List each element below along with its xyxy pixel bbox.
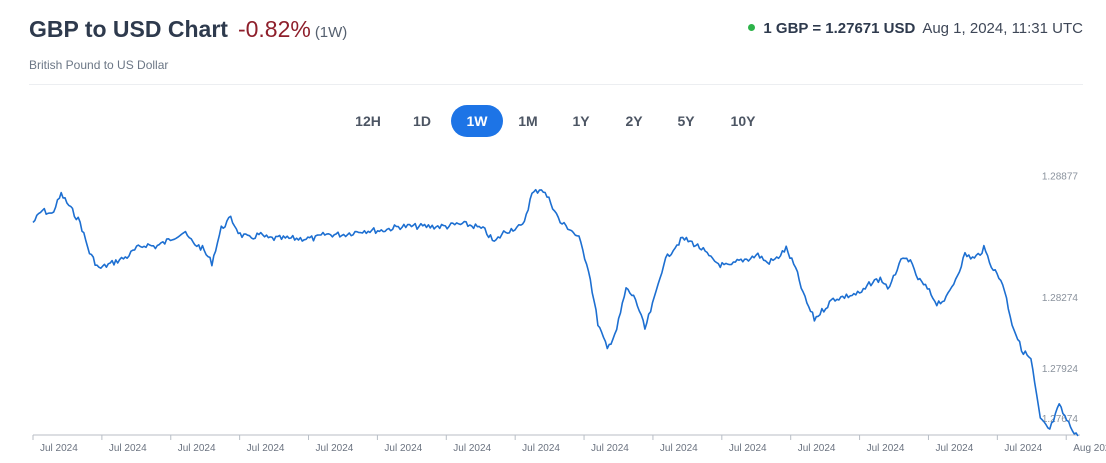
- y-tick-label: 1.28274: [1042, 293, 1079, 304]
- x-tick-label: Jul 2024: [40, 443, 78, 454]
- x-tick-label: Jul 2024: [1004, 443, 1042, 454]
- live-rate: 1 GBP = 1.27671 USD Aug 1, 2024, 11:31 UT…: [748, 20, 1083, 37]
- x-tick-label: Jul 2024: [867, 443, 905, 454]
- tab-5y[interactable]: 5Y: [677, 113, 695, 129]
- tab-2y[interactable]: 2Y: [625, 113, 643, 129]
- rate-value: 1 GBP = 1.27671 USD: [763, 20, 916, 37]
- header-divider: [29, 84, 1083, 85]
- x-tick-label: Jul 2024: [384, 443, 422, 454]
- tab-1d[interactable]: 1D: [413, 113, 431, 129]
- x-tick-label: Aug 2024: [1073, 443, 1106, 454]
- x-tick-label: Jul 2024: [729, 443, 767, 454]
- rate-timestamp: Aug 1, 2024, 11:31 UTC: [922, 20, 1083, 37]
- tab-10y[interactable]: 10Y: [730, 113, 756, 129]
- x-tick-label: Jul 2024: [247, 443, 285, 454]
- x-tick-label: Jul 2024: [453, 443, 491, 454]
- page-title: GBP to USD Chart: [29, 16, 228, 42]
- gbp-usd-series-line: [32, 188, 1079, 437]
- x-tick-label: Jul 2024: [316, 443, 354, 454]
- x-tick-label: Jul 2024: [178, 443, 216, 454]
- y-tick-label: 1.28877: [1042, 172, 1079, 183]
- x-tick-label: Jul 2024: [660, 443, 698, 454]
- tab-12h[interactable]: 12H: [355, 113, 381, 129]
- tab-1m[interactable]: 1M: [518, 113, 538, 129]
- x-tick-label: Jul 2024: [522, 443, 560, 454]
- y-tick-label: 1.27674: [1042, 414, 1079, 425]
- tab-1y[interactable]: 1Y: [572, 113, 590, 129]
- percent-change: -0.82%: [237, 16, 311, 42]
- period-label: (1W): [314, 24, 348, 41]
- title-row: GBP to USD Chart -0.82% (1W): [29, 16, 347, 43]
- x-tick-label: Jul 2024: [109, 443, 147, 454]
- page-subtitle: British Pound to US Dollar: [29, 58, 169, 72]
- y-tick-label: 1.27924: [1042, 364, 1079, 375]
- x-tick-label: Jul 2024: [935, 443, 973, 454]
- tab-1w[interactable]: 1W: [451, 105, 503, 137]
- exchange-rate-chart: 1.28877 1.28274 1.27924 1.27674 Jul 2024 Jul …: [32, 172, 1106, 454]
- x-tick-label: Jul 2024: [798, 443, 836, 454]
- live-status-icon: [748, 23, 756, 31]
- x-tick-label: Jul 2024: [591, 443, 629, 454]
